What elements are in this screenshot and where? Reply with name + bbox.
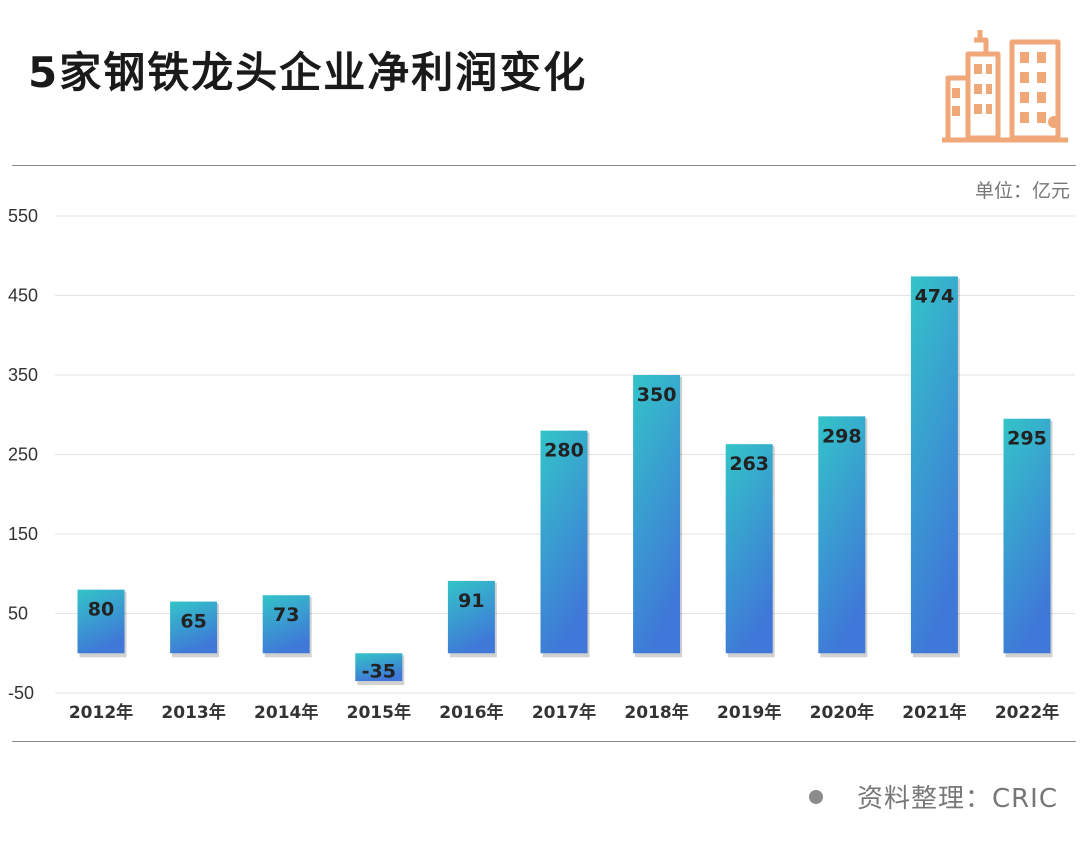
bar-value-label: 91 (458, 590, 484, 612)
y-tick-label: 550 (8, 206, 38, 226)
bullet-dot-icon (808, 789, 823, 804)
source-label: 资料整理：CRIC (856, 784, 1058, 814)
bar (910, 276, 958, 654)
bar-value-label: 73 (273, 604, 299, 626)
bar-value-label: 263 (729, 453, 769, 475)
x-tick-label: 2012年 (69, 702, 133, 723)
y-tick-label: 150 (8, 524, 38, 544)
y-tick-label: -50 (8, 683, 34, 703)
bar-value-label: -35 (362, 660, 396, 682)
y-tick-label: 250 (8, 445, 38, 465)
x-tick-label: 2014年 (254, 702, 318, 723)
y-tick-label: 350 (8, 365, 38, 385)
bar (1003, 418, 1051, 654)
bar-value-label: 474 (915, 285, 955, 307)
top-divider (12, 165, 1076, 166)
bar-value-label: 280 (544, 440, 584, 462)
x-tick-label: 2019年 (717, 702, 781, 723)
x-tick-label: 2013年 (161, 702, 225, 723)
bar (262, 595, 310, 654)
source-note: 资料整理：CRIC (808, 778, 1058, 815)
bar (725, 444, 773, 654)
building-logo-icon (942, 30, 1068, 143)
bar-value-label: 295 (1007, 428, 1047, 450)
x-tick-label: 2017年 (532, 702, 596, 723)
bar (818, 416, 866, 654)
x-tick-label: 2016年 (439, 702, 503, 723)
y-tick-label: 450 (8, 286, 38, 306)
y-tick-label: 50 (8, 604, 28, 624)
x-tick-label: 2018年 (624, 702, 688, 723)
bar-value-label: 80 (88, 599, 114, 621)
bar (355, 653, 403, 682)
bar-value-label: 350 (637, 384, 677, 406)
bar (77, 589, 125, 654)
bar (633, 375, 681, 654)
x-tick-label: 2020年 (810, 702, 874, 723)
unit-label: 单位：亿元 (974, 180, 1070, 202)
bar-value-label: 298 (822, 425, 862, 447)
bar (447, 580, 495, 654)
x-tick-label: 2015年 (347, 702, 411, 723)
bar (170, 601, 218, 654)
bar-chart: 550 450 350 250 150 50 -50 80 2012年 65 2013年 73 201… (8, 206, 1075, 723)
bar (540, 430, 588, 654)
bottom-divider (12, 741, 1076, 742)
bar-value-label: 65 (180, 611, 206, 633)
x-tick-label: 2022年 (995, 702, 1059, 723)
x-tick-label: 2021年 (902, 702, 966, 723)
chart-title: 5家钢铁龙头企业净利润变化 (28, 48, 588, 97)
